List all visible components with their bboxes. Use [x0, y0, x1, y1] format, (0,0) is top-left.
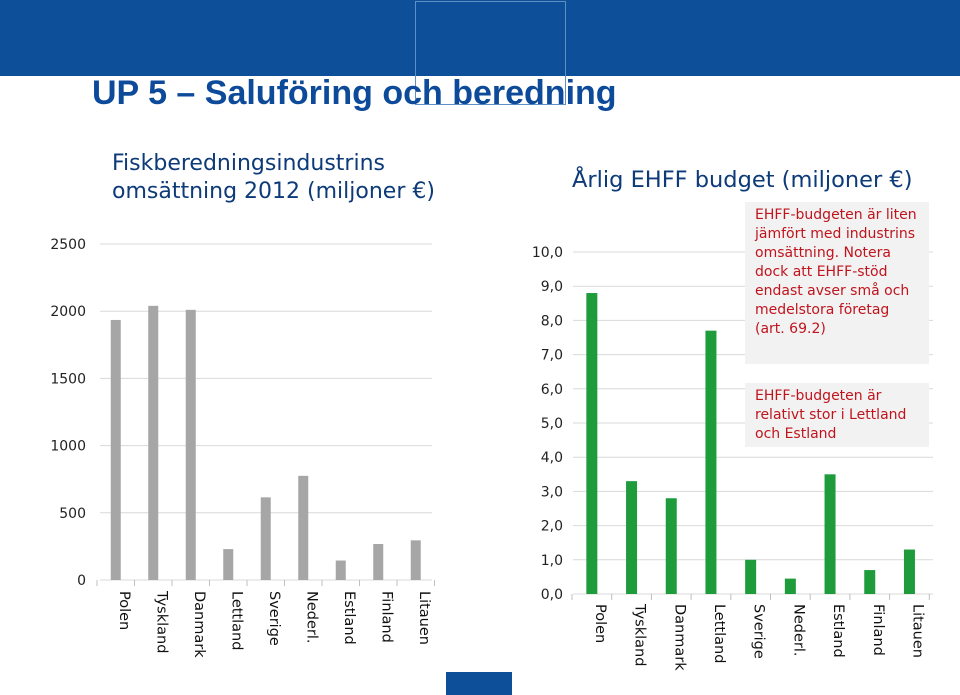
right-category-label: Nederl. — [790, 604, 806, 657]
right-bar-finland — [864, 570, 876, 594]
right-category-label: Estland — [830, 604, 846, 658]
right-y-tick-label: 9,0 — [541, 279, 563, 295]
right-category-label: Litauen — [909, 604, 925, 658]
left-bar-tyskland — [148, 305, 159, 580]
right-category-label: Polen — [592, 604, 608, 643]
left-category-label: Litauen — [416, 591, 432, 645]
left-category-label: Danmark — [191, 591, 207, 658]
left-y-tick-label: 2000 — [50, 304, 86, 320]
left-bar-sverige — [260, 497, 271, 580]
right-y-tick-label: 10,0 — [532, 245, 563, 261]
right-category-label: Danmark — [671, 604, 687, 671]
left-y-tick-label: 1500 — [50, 371, 86, 387]
right-category-label: Sverige — [751, 604, 767, 659]
right-y-tick-label: 1,0 — [541, 553, 563, 569]
right-category-label: Finland — [870, 604, 886, 656]
right-chart-title: Årlig EHFF budget (miljoner €) — [572, 167, 913, 193]
left-category-label: Finland — [378, 591, 394, 643]
right-category-label: Lettland — [711, 604, 727, 663]
right-y-tick-label: 6,0 — [541, 382, 563, 398]
right-bar-danmark — [665, 498, 677, 594]
right-y-tick-label: 4,0 — [541, 450, 563, 466]
left-category-label: Estland — [341, 591, 357, 645]
left-chart-title-line-2: omsättning 2012 (miljoner €) — [112, 179, 435, 204]
right-bar-lettland — [705, 330, 717, 594]
right-category-label: Tyskland — [632, 603, 648, 666]
left-chart-title: Fiskberedningsindustrins omsättning 2012… — [112, 150, 435, 206]
left-category-label: Lettland — [228, 591, 244, 650]
right-y-tick-label: 2,0 — [541, 519, 563, 535]
right-y-tick-label: 5,0 — [541, 416, 563, 432]
left-y-tick-label: 0 — [77, 573, 86, 589]
right-y-tick-label: 7,0 — [541, 348, 563, 364]
right-bar-tyskland — [626, 481, 638, 594]
left-category-label: Sverige — [266, 591, 282, 646]
left-chart-title-line-1: Fiskberedningsindustrins — [112, 151, 385, 176]
footer-block — [446, 672, 512, 695]
left-y-tick-label: 2500 — [50, 237, 86, 253]
right-bar-litauen — [903, 549, 915, 594]
left-bar-estland — [335, 560, 346, 580]
header-frame — [415, 1, 566, 105]
right-bar-nederl — [784, 578, 796, 594]
left-bar-finland — [373, 543, 384, 580]
left-y-tick-label: 1000 — [50, 439, 86, 455]
left-bar-lettland — [223, 549, 234, 580]
right-y-tick-label: 0,0 — [541, 587, 563, 603]
right-bar-sverige — [745, 559, 757, 594]
header-bar — [0, 0, 960, 76]
left-bar-litauen — [410, 540, 421, 580]
left-category-label: Polen — [116, 591, 132, 630]
left-category-label: Nederl. — [303, 591, 319, 644]
left-bar-nederl — [298, 475, 309, 580]
left-bar-polen — [110, 319, 121, 580]
right-y-tick-label: 8,0 — [541, 313, 563, 329]
right-bar-estland — [824, 474, 836, 594]
note-large-budget: EHFF-budgeten är relativt stor i Lettlan… — [745, 383, 929, 447]
right-bar-polen — [586, 293, 598, 594]
page-title: UP 5 – Saluföring och beredning — [92, 74, 617, 112]
right-y-tick-label: 3,0 — [541, 484, 563, 500]
left-category-label: Tyskland — [153, 590, 169, 653]
note-small-budget: EHFF-budgeten är liten jämfört med indus… — [745, 202, 929, 364]
left-y-tick-label: 500 — [59, 506, 86, 522]
left-bar-danmark — [185, 309, 196, 580]
